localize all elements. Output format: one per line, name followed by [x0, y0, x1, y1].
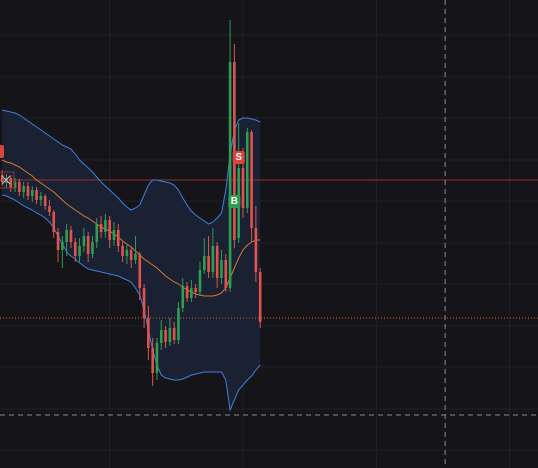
candle-body [138, 254, 142, 288]
candle-body [185, 286, 189, 298]
candle-body [159, 330, 163, 343]
candle-body [39, 196, 43, 200]
candle-body [73, 242, 77, 256]
candle-body [112, 230, 116, 240]
candle-body [35, 190, 38, 200]
candle-body [228, 62, 232, 288]
candle-body [211, 246, 215, 272]
trade-marker-label: S [235, 152, 242, 163]
candle-body [43, 196, 47, 206]
candle-body [125, 250, 129, 256]
candle-body [48, 206, 51, 212]
candle-body [258, 272, 262, 322]
candle-body [108, 220, 111, 240]
candle-body [220, 260, 223, 278]
trade-marker [228, 195, 241, 208]
candle-body [245, 132, 249, 208]
candle-body [215, 246, 219, 278]
candle-body [99, 224, 103, 232]
candle-body [56, 232, 60, 250]
candle-body [52, 212, 56, 232]
candle-body [250, 132, 253, 228]
candle-body [134, 254, 137, 260]
candle-body [168, 328, 172, 342]
candle-body [224, 260, 228, 288]
band-line [2, 194, 261, 412]
candle-body [233, 62, 236, 240]
candle-body [164, 330, 167, 342]
trade-marker-label: B [231, 196, 238, 207]
candle-body [86, 236, 90, 254]
candle-body [207, 256, 210, 272]
candle-body [147, 318, 150, 348]
candle-body [254, 228, 258, 272]
candle-body [61, 242, 64, 250]
candle-body [95, 224, 99, 242]
candle-body [22, 186, 25, 192]
candle-body [151, 348, 154, 373]
candle-body [121, 246, 124, 256]
candle-body [78, 246, 81, 256]
candle-body [194, 288, 197, 292]
candle-body [177, 308, 180, 340]
candle-body [155, 343, 159, 373]
candle-body [129, 250, 133, 260]
candle-body [241, 168, 245, 208]
candle-body [13, 182, 17, 188]
candle-body [104, 220, 107, 232]
candle-body [202, 256, 206, 270]
candle-body [91, 242, 94, 254]
close-icon [1, 175, 11, 185]
close-box [0, 171, 15, 189]
candle-body [26, 186, 30, 196]
candle-body [172, 328, 176, 340]
candle-body [198, 270, 202, 292]
candle-body [69, 230, 73, 242]
candle-body [142, 288, 146, 318]
trade-marker [232, 151, 245, 164]
candle-body [82, 236, 86, 246]
candle-body [9, 178, 13, 188]
candle-body [116, 230, 120, 246]
candle-body [181, 286, 185, 308]
candle-body [18, 182, 21, 192]
edge-tag [0, 145, 4, 158]
candle-body [30, 190, 34, 196]
candle-body [190, 288, 193, 298]
candle-body [0, 175, 4, 182]
band-line [2, 109, 261, 225]
candle-body [65, 230, 68, 242]
